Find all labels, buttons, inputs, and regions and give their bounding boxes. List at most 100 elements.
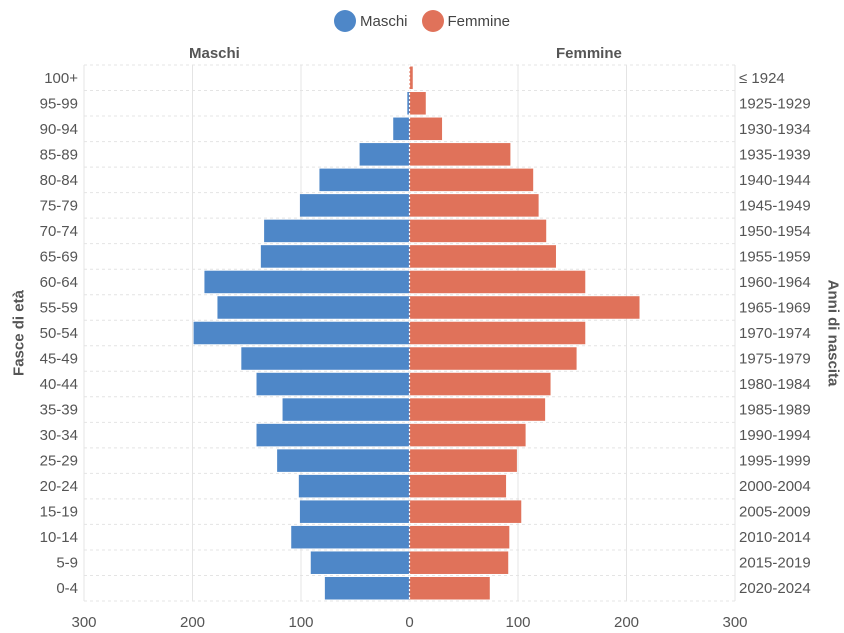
- age-group-label: 45-49: [40, 351, 78, 368]
- male-bar: [291, 525, 410, 549]
- male-bar: [193, 321, 410, 345]
- female-bar: [409, 372, 551, 396]
- birth-year-label: 1975-1979: [739, 351, 811, 368]
- legend-male-label: Maschi: [359, 12, 408, 30]
- female-bar: [409, 270, 586, 294]
- age-group-label: 60-64: [40, 274, 78, 291]
- age-group-label: 5-9: [56, 555, 78, 572]
- male-bar: [256, 372, 410, 396]
- female-bar: [409, 321, 586, 345]
- age-group-label: 40-44: [40, 376, 78, 393]
- male-bar: [299, 194, 410, 217]
- female-bar: [409, 194, 539, 217]
- birth-year-label: 1995-1999: [739, 453, 811, 470]
- male-bar: [299, 500, 410, 523]
- legend: Maschi Femmine: [0, 10, 844, 32]
- female-bar: [409, 474, 507, 498]
- female-bar: [409, 449, 517, 472]
- legend-female-label: Femmine: [447, 12, 511, 30]
- right-side-title: Femmine: [556, 45, 622, 62]
- age-group-label: 10-14: [40, 529, 78, 546]
- male-bar: [260, 245, 410, 268]
- birth-year-label: 1945-1949: [739, 197, 811, 214]
- male-bar: [298, 474, 410, 498]
- left-side-title: Maschi: [189, 45, 240, 62]
- male-bar: [217, 296, 410, 319]
- age-group-label: 0-4: [56, 580, 78, 597]
- age-group-label: 25-29: [40, 453, 78, 470]
- age-group-label: 65-69: [40, 248, 78, 265]
- birth-year-label: 2015-2019: [739, 555, 811, 572]
- female-bar: [409, 398, 546, 421]
- birth-year-label: 1925-1929: [739, 95, 811, 112]
- female-bar: [409, 296, 640, 319]
- female-bar: [409, 347, 577, 370]
- birth-year-label: 2000-2004: [739, 478, 811, 495]
- x-tick-label: 200: [180, 614, 205, 631]
- age-group-label: 35-39: [40, 402, 78, 419]
- birth-year-label: 1960-1964: [739, 274, 811, 291]
- x-tick-label: 300: [71, 614, 96, 631]
- birth-year-label: 1980-1984: [739, 376, 811, 393]
- male-bar: [282, 398, 410, 421]
- age-group-label: 55-59: [40, 299, 78, 316]
- age-group-label: 95-99: [40, 95, 78, 112]
- age-group-label: 85-89: [40, 146, 78, 163]
- female-bar: [409, 219, 547, 243]
- male-bar: [204, 270, 410, 294]
- legend-item-female[interactable]: Femmine: [421, 10, 511, 32]
- x-tick-label: 100: [288, 614, 313, 631]
- birth-year-label: 1935-1939: [739, 146, 811, 163]
- birth-year-label: 1955-1959: [739, 248, 811, 265]
- male-bar: [310, 551, 410, 574]
- x-tick-label: 200: [614, 614, 639, 631]
- male-bar: [277, 449, 410, 472]
- female-bar: [409, 500, 522, 523]
- female-bar: [409, 168, 534, 192]
- legend-item-male[interactable]: Maschi: [333, 10, 408, 32]
- female-bar: [409, 423, 526, 447]
- age-group-label: 50-54: [40, 325, 78, 342]
- male-bar: [324, 576, 410, 600]
- birth-year-label: 1970-1974: [739, 325, 811, 342]
- birth-year-label: 2010-2014: [739, 529, 811, 546]
- legend-male-swatch: [333, 10, 356, 32]
- x-tick-label: 0: [405, 614, 413, 631]
- female-bar: [409, 117, 443, 141]
- female-bar: [409, 66, 413, 90]
- age-group-label: 30-34: [40, 427, 78, 444]
- male-bar: [256, 423, 410, 447]
- female-bar: [409, 92, 426, 115]
- female-bar: [409, 551, 509, 574]
- birth-year-label: 2020-2024: [739, 580, 811, 597]
- x-tick-label: 300: [722, 614, 747, 631]
- legend-female-swatch: [421, 10, 444, 32]
- age-group-label: 70-74: [40, 223, 78, 240]
- birth-year-label: 1985-1989: [739, 402, 811, 419]
- birth-year-label: 1990-1994: [739, 427, 811, 444]
- age-group-label: 90-94: [40, 121, 78, 138]
- birth-year-label: 1940-1944: [739, 172, 811, 189]
- age-group-label: 100+: [44, 70, 78, 87]
- male-bar: [407, 92, 410, 115]
- age-group-label: 75-79: [40, 197, 78, 214]
- male-bar: [319, 168, 410, 192]
- male-bar: [359, 143, 410, 166]
- birth-year-label: 1930-1934: [739, 121, 811, 138]
- age-group-label: 80-84: [40, 172, 78, 189]
- age-group-label: 15-19: [40, 504, 78, 521]
- birth-year-label: ≤ 1924: [739, 70, 785, 87]
- male-bar: [264, 219, 410, 243]
- female-bar: [409, 525, 510, 549]
- x-tick-label: 100: [505, 614, 530, 631]
- male-bar: [241, 347, 410, 370]
- male-bar: [393, 117, 410, 141]
- birth-year-label: 1965-1969: [739, 299, 811, 316]
- female-bar: [409, 245, 556, 268]
- age-group-label: 20-24: [40, 478, 78, 495]
- female-bar: [409, 576, 490, 600]
- birth-year-label: 2005-2009: [739, 504, 811, 521]
- female-bar: [409, 143, 511, 166]
- birth-year-label: 1950-1954: [739, 223, 811, 240]
